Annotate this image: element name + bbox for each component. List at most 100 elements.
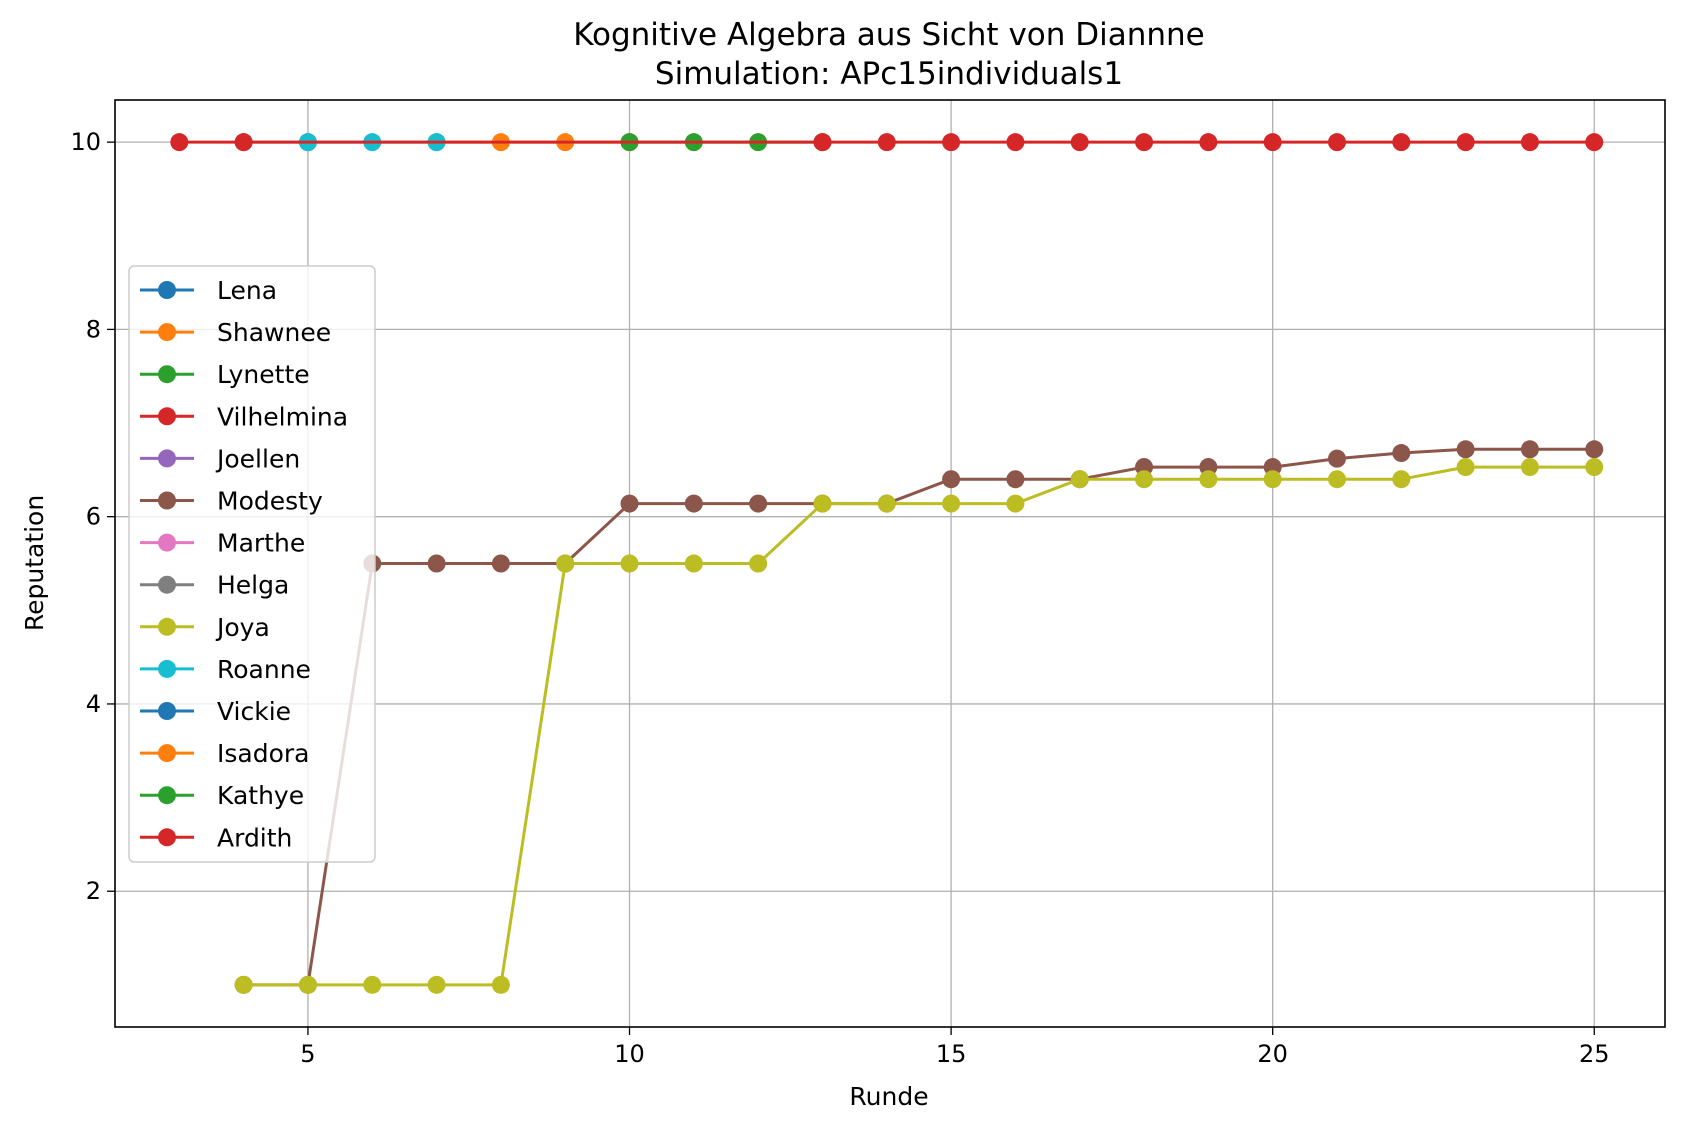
data-point-modesty (942, 470, 961, 489)
data-point-modesty (1006, 470, 1025, 489)
legend-label-kathye: Kathye (217, 781, 304, 810)
data-point-joya (620, 554, 639, 573)
data-point-joya (1585, 458, 1604, 477)
legend-item-vilhelmina: Vilhelmina (140, 402, 348, 431)
data-point-joya (877, 494, 896, 513)
legend-item-helga: Helga (140, 571, 289, 600)
data-point-joya (749, 554, 768, 573)
data-point-ardith (1263, 133, 1282, 152)
data-point-joya (1006, 494, 1025, 513)
data-point-ardith (1327, 133, 1346, 152)
y-tick-label: 4 (86, 690, 101, 718)
x-tick-label: 5 (300, 1040, 315, 1068)
data-point-modesty (620, 494, 639, 513)
data-point-joya (1135, 470, 1154, 489)
legend-label-vickie: Vickie (217, 697, 291, 726)
legend-marker-joya (158, 617, 176, 636)
x-tick-label: 10 (614, 1040, 645, 1068)
data-point-ardith (1520, 133, 1539, 152)
chart-subtitle: Simulation: APc15individuals1 (655, 56, 1123, 92)
data-point-joya (234, 975, 253, 994)
data-point-modesty (1585, 440, 1604, 459)
legend-item-roanne: Roanne (140, 655, 311, 684)
legend-label-joya: Joya (215, 613, 270, 642)
legend-label-ardith: Ardith (217, 823, 292, 852)
legend-label-vilhelmina: Vilhelmina (217, 402, 348, 431)
data-point-ardith (942, 133, 961, 152)
legend-item-shawnee: Shawnee (140, 318, 331, 347)
x-axis-label: Runde (849, 1082, 928, 1111)
legend-marker-vickie (158, 702, 176, 720)
legend-marker-modesty (158, 491, 176, 510)
legend-item-isadora: Isadora (140, 739, 309, 768)
legend-marker-kathye (158, 786, 176, 805)
legend-item-lynette: Lynette (140, 360, 310, 389)
data-point-joya (363, 975, 382, 994)
data-point-joya (491, 975, 510, 994)
legend-label-roanne: Roanne (217, 655, 311, 684)
data-point-ardith (1135, 133, 1154, 152)
legend-marker-ardith (158, 828, 176, 847)
data-point-modesty (749, 494, 768, 513)
legend-marker-vilhelmina (158, 407, 176, 426)
data-point-joya (1392, 470, 1411, 489)
legend-box (128, 265, 376, 863)
legend-label-shawnee: Shawnee (217, 318, 331, 347)
axis-ticks: 5 10 15 20 25 2 4 6 8 10 (70, 128, 1609, 1068)
data-point-modesty (1327, 449, 1346, 468)
legend-marker-helga (158, 575, 176, 594)
legend-item-joellen: Joellen (140, 444, 300, 473)
y-tick-label: 10 (70, 128, 101, 156)
plot-frame (114, 99, 1666, 1028)
data-point-joya (298, 975, 317, 994)
data-point-joya (556, 554, 575, 573)
data-point-ardith (1006, 133, 1025, 152)
data-point-ardith (1585, 133, 1604, 152)
data-point-ardith (1070, 133, 1089, 152)
series-ardith (170, 133, 1604, 152)
legend-label-helga: Helga (217, 571, 289, 600)
legend-item-lena: Lena (140, 276, 277, 305)
data-point-ardith (1392, 133, 1411, 152)
legend-item-joya: Joya (140, 613, 270, 642)
data-point-joya (813, 494, 832, 513)
data-point-modesty (491, 554, 510, 573)
legend-marker-isadora (158, 744, 176, 763)
data-point-ardith (813, 133, 832, 152)
legend-label-lynette: Lynette (217, 360, 310, 389)
data-point-ardith (877, 133, 896, 152)
legend-item-marthe: Marthe (140, 529, 305, 558)
series-line-modesty (243, 447, 1595, 987)
legend-label-isadora: Isadora (217, 739, 309, 768)
x-tick-label: 20 (1257, 1040, 1288, 1068)
data-point-modesty (1520, 440, 1539, 459)
x-tick-label: 25 (1579, 1040, 1610, 1068)
data-point-joya (1199, 470, 1218, 489)
y-axis-label: Reputation (20, 495, 49, 631)
data-point-joya (942, 494, 961, 513)
data-point-ardith (170, 133, 189, 152)
legend-marker-joellen (158, 449, 176, 468)
legend-marker-lena (158, 281, 176, 299)
series-joya (234, 458, 1604, 994)
legend-item-ardith: Ardith (140, 823, 292, 852)
data-point-joya (1520, 458, 1539, 477)
x-tick-label: 15 (936, 1040, 967, 1068)
y-tick-label: 2 (86, 877, 101, 905)
legend-item-modesty: Modesty (140, 487, 323, 516)
data-point-ardith (1199, 133, 1218, 152)
data-point-ardith (234, 133, 253, 152)
data-point-modesty (1392, 444, 1411, 463)
legend-marker-marthe (158, 533, 176, 552)
legend-label-modesty: Modesty (217, 487, 323, 516)
legend-item-vickie: Vickie (140, 697, 291, 726)
legend: Lena Shawnee Lynette Vilhelmina Joellen Modes… (128, 265, 376, 863)
data-point-joya (1327, 470, 1346, 489)
data-point-modesty (1456, 440, 1475, 459)
data-point-joya (427, 975, 446, 994)
chart-title: Kognitive Algebra aus Sicht von Diannne (573, 17, 1205, 53)
data-point-modesty (684, 494, 703, 513)
legend-marker-shawnee (158, 323, 176, 342)
legend-items: Lena Shawnee Lynette Vilhelmina Joellen Modes… (140, 276, 348, 852)
